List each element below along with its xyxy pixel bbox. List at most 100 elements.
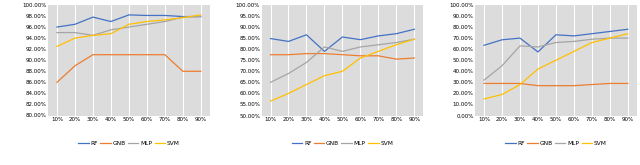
SVM — [107, 33, 115, 35]
GNB — [89, 54, 97, 56]
GNB — [606, 82, 614, 84]
RF — [71, 23, 79, 25]
Line: SVM: SVM — [57, 15, 201, 46]
RF — [53, 26, 61, 28]
SVM — [89, 34, 97, 36]
GNB — [570, 85, 578, 87]
GNB — [534, 85, 542, 87]
RF — [410, 28, 418, 30]
SVM — [534, 68, 542, 70]
SVM — [606, 37, 614, 39]
RF — [624, 28, 632, 30]
GNB — [356, 55, 364, 57]
GNB — [303, 53, 310, 55]
MLP — [89, 34, 97, 36]
MLP — [143, 23, 150, 25]
SVM — [321, 75, 328, 77]
GNB — [53, 81, 61, 83]
RF — [374, 35, 382, 37]
GNB — [374, 55, 382, 57]
SVM — [410, 38, 418, 40]
Line: GNB: GNB — [271, 54, 414, 59]
GNB — [143, 54, 150, 56]
RF — [516, 37, 524, 39]
Line: MLP: MLP — [57, 16, 201, 35]
SVM — [339, 70, 346, 72]
MLP — [552, 42, 560, 44]
GNB — [179, 70, 187, 72]
GNB — [624, 82, 632, 84]
MLP — [588, 38, 596, 40]
Line: SVM: SVM — [484, 34, 628, 99]
RF — [107, 21, 115, 23]
Legend: RF, GNB, MLP, SVM: RF, GNB, MLP, SVM — [503, 138, 609, 148]
SVM — [197, 14, 205, 16]
RF — [321, 50, 328, 52]
SVM — [71, 37, 79, 39]
SVM — [53, 45, 61, 47]
SVM — [392, 44, 400, 46]
MLP — [125, 26, 132, 28]
RF — [303, 34, 310, 36]
GNB — [480, 82, 488, 84]
Line: SVM: SVM — [271, 39, 414, 101]
RF — [570, 35, 578, 37]
Line: RF: RF — [57, 15, 201, 27]
SVM — [179, 17, 187, 19]
MLP — [392, 42, 400, 44]
SVM — [516, 83, 524, 85]
MLP — [321, 46, 328, 48]
SVM — [624, 33, 632, 35]
RF — [498, 39, 506, 41]
SVM — [161, 19, 169, 21]
GNB — [392, 58, 400, 60]
RF — [339, 36, 346, 38]
RF — [267, 38, 275, 40]
MLP — [374, 44, 382, 46]
Line: RF: RF — [484, 29, 628, 52]
Line: MLP: MLP — [271, 39, 414, 82]
SVM — [303, 83, 310, 85]
Line: GNB: GNB — [57, 55, 201, 82]
Legend: RF, GNB, MLP, SVM: RF, GNB, MLP, SVM — [289, 138, 396, 148]
RF — [606, 31, 614, 33]
SVM — [570, 50, 578, 52]
GNB — [588, 83, 596, 85]
RF — [480, 44, 488, 46]
GNB — [197, 70, 205, 72]
SVM — [267, 100, 275, 102]
SVM — [356, 57, 364, 59]
SVM — [588, 42, 596, 44]
RF — [356, 39, 364, 41]
Line: RF: RF — [271, 29, 414, 51]
GNB — [516, 82, 524, 84]
SVM — [285, 92, 292, 94]
Legend: RF, GNB, MLP, SVM: RF, GNB, MLP, SVM — [76, 138, 182, 148]
MLP — [516, 45, 524, 47]
SVM — [480, 98, 488, 100]
GNB — [71, 65, 79, 67]
SVM — [125, 23, 132, 25]
MLP — [71, 32, 79, 34]
MLP — [339, 50, 346, 52]
MLP — [534, 46, 542, 48]
RF — [285, 40, 292, 42]
MLP — [624, 37, 632, 39]
GNB — [498, 82, 506, 84]
SVM — [498, 94, 506, 96]
SVM — [143, 21, 150, 23]
GNB — [410, 57, 418, 59]
SVM — [374, 50, 382, 52]
RF — [552, 34, 560, 36]
MLP — [107, 29, 115, 31]
MLP — [53, 32, 61, 34]
MLP — [303, 61, 310, 63]
MLP — [480, 79, 488, 81]
RF — [588, 33, 596, 35]
MLP — [606, 37, 614, 39]
GNB — [321, 53, 328, 55]
GNB — [125, 54, 132, 56]
RF — [125, 14, 132, 16]
GNB — [161, 54, 169, 56]
GNB — [107, 54, 115, 56]
